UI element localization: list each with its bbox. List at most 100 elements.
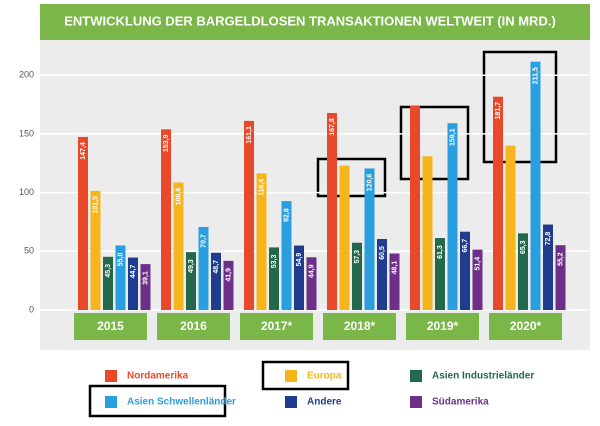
x-tick-label: 2019*	[427, 319, 459, 333]
value-label: 54,9	[296, 253, 303, 267]
value-label: 211,5	[532, 67, 539, 84]
y-tick-label: 200	[19, 70, 34, 80]
value-label: 116,4	[258, 179, 265, 196]
bar	[364, 168, 375, 310]
bar	[186, 252, 196, 310]
bar	[140, 264, 151, 310]
bar	[505, 145, 516, 310]
bar	[115, 245, 126, 310]
bar	[339, 165, 350, 310]
category-box	[323, 313, 396, 340]
value-label: 161,1	[246, 126, 253, 144]
y-tick-label: 100	[19, 187, 34, 197]
legend-swatch	[285, 396, 297, 408]
value-label: 61,3	[437, 245, 444, 259]
bar	[281, 201, 292, 310]
value-label: 51,4	[474, 257, 481, 271]
bar	[161, 129, 171, 310]
bar	[327, 113, 337, 310]
legend-swatch	[410, 370, 422, 382]
bar	[460, 231, 470, 310]
legend-label: Europa	[307, 371, 342, 382]
bar	[90, 190, 101, 310]
value-label: 49,3	[188, 259, 195, 273]
legend-swatch	[105, 396, 117, 408]
bar	[447, 123, 458, 310]
legend-swatch	[105, 370, 117, 382]
bar	[198, 227, 209, 310]
value-label: 181,7	[495, 102, 502, 120]
value-label: 120,6	[366, 174, 373, 192]
bar	[269, 247, 279, 310]
category-box	[406, 313, 479, 340]
value-label: 44,7	[130, 265, 137, 279]
bar	[306, 257, 317, 310]
bar	[543, 224, 553, 310]
value-label: 159,1	[449, 128, 456, 146]
category-box	[74, 313, 147, 340]
category-box	[240, 313, 313, 340]
y-tick-label: 0	[29, 304, 34, 314]
category-box	[489, 313, 562, 340]
value-label: 48,7	[213, 260, 220, 274]
highlight-box	[399, 105, 470, 181]
bar	[294, 245, 304, 310]
value-label: 108,6	[175, 188, 182, 206]
bar	[472, 249, 483, 310]
x-tick-label: 2016	[180, 319, 207, 333]
bar	[223, 260, 234, 310]
value-label: 45,3	[105, 264, 112, 278]
x-tick-label: 2015	[97, 319, 124, 333]
bar	[256, 173, 267, 310]
bar	[530, 61, 541, 310]
value-label: 41,9	[225, 268, 232, 282]
bar	[103, 256, 113, 310]
legend-label: Südamerika	[432, 397, 489, 408]
value-label: 55,2	[557, 252, 564, 266]
value-label: 60,5	[379, 246, 386, 260]
bar	[244, 120, 254, 311]
value-label: 48,1	[391, 261, 398, 275]
bar	[389, 253, 400, 310]
bar	[352, 242, 362, 310]
value-label: 66,7	[462, 239, 469, 253]
bar	[422, 156, 433, 310]
legend-swatch	[285, 370, 297, 382]
x-tick-label: 2018*	[344, 319, 376, 333]
highlight-box	[88, 384, 227, 418]
bar	[435, 238, 445, 310]
value-label: 53,3	[271, 255, 278, 269]
value-label: 167,8	[329, 118, 336, 136]
y-tick-label: 150	[19, 128, 34, 138]
legend-label: Andere	[307, 397, 342, 408]
bar	[493, 96, 503, 310]
legend-label: Asien Schwellenländer	[127, 397, 236, 408]
category-box	[157, 313, 230, 340]
bar	[128, 257, 138, 310]
value-label: 65,3	[520, 240, 527, 254]
highlight-box	[482, 50, 558, 164]
bar	[410, 105, 420, 310]
value-label: 101,5	[92, 196, 99, 214]
legend-label: Nordamerika	[127, 371, 189, 382]
value-label: 57,3	[354, 250, 361, 264]
bar	[555, 245, 566, 310]
bar	[377, 238, 387, 310]
bar	[518, 233, 528, 310]
x-tick-label: 2017*	[261, 319, 293, 333]
x-tick-label: 2020*	[510, 319, 542, 333]
y-tick-label: 50	[24, 246, 34, 256]
title-bar	[40, 4, 590, 40]
value-label: 153,9	[163, 134, 170, 152]
value-label: 39,1	[142, 271, 149, 285]
bar	[78, 136, 88, 310]
chart-title: ENTWICKLUNG DER BARGELDLOSEN TRANSAKTION…	[64, 13, 556, 28]
legend-swatch	[410, 396, 422, 408]
value-label: 92,8	[283, 208, 290, 222]
legend-label: Asien Industrieländer	[432, 371, 534, 382]
value-label: 72,8	[545, 232, 552, 246]
value-label: 147,4	[80, 142, 87, 160]
highlight-box	[261, 360, 350, 391]
value-label: 55,0	[117, 253, 124, 267]
